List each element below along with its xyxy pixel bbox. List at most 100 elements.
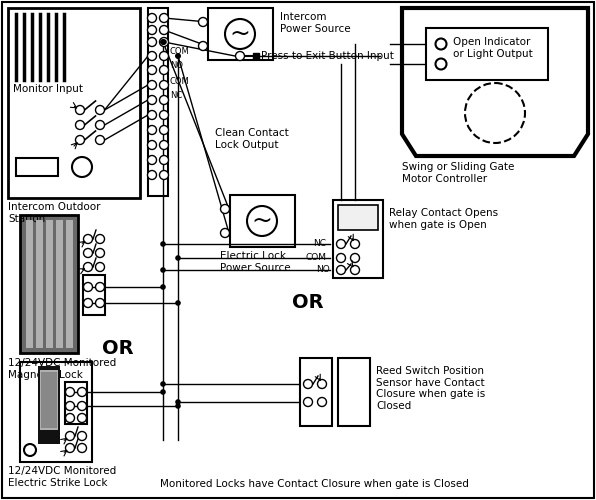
Circle shape [160, 14, 169, 22]
Circle shape [235, 52, 244, 60]
Bar [46, 220, 53, 348]
Circle shape [95, 234, 104, 244]
Circle shape [303, 380, 312, 388]
Text: NO: NO [170, 62, 183, 70]
Bar [8, 8, 140, 198]
Bar [338, 358, 370, 426]
Circle shape [147, 140, 157, 149]
Text: OR: OR [292, 292, 324, 312]
Circle shape [66, 414, 74, 422]
Circle shape [175, 399, 181, 405]
Circle shape [225, 19, 255, 49]
Circle shape [147, 66, 157, 74]
Circle shape [147, 170, 157, 179]
Circle shape [95, 120, 104, 130]
Circle shape [337, 266, 346, 274]
Circle shape [175, 300, 181, 306]
Bar [16, 158, 58, 176]
Text: 12/24VDC Monitored
Magnetic Lock: 12/24VDC Monitored Magnetic Lock [8, 358, 116, 380]
Bar [300, 358, 332, 426]
Circle shape [95, 248, 104, 258]
Circle shape [160, 110, 169, 120]
Text: ~: ~ [229, 22, 250, 46]
Circle shape [95, 136, 104, 144]
Circle shape [72, 157, 92, 177]
Circle shape [350, 254, 359, 262]
Text: OR: OR [102, 338, 134, 357]
Circle shape [147, 126, 157, 134]
Circle shape [77, 432, 86, 440]
Text: Reed Switch Position
Sensor have Contact
Closure when gate is
Closed: Reed Switch Position Sensor have Contact… [376, 366, 485, 411]
Circle shape [160, 389, 166, 395]
Bar [56, 220, 63, 348]
Circle shape [95, 298, 104, 308]
Circle shape [95, 262, 104, 272]
Circle shape [350, 266, 359, 274]
Text: Open Indicator
or Light Output: Open Indicator or Light Output [453, 37, 533, 58]
Circle shape [160, 170, 169, 179]
Circle shape [66, 402, 74, 410]
Circle shape [160, 284, 166, 290]
Bar [338, 205, 378, 230]
Circle shape [337, 254, 346, 262]
Circle shape [175, 53, 181, 59]
Bar [41, 372, 57, 428]
Circle shape [160, 241, 166, 247]
Bar [38, 366, 60, 444]
Text: Press to Exit Button Input: Press to Exit Button Input [261, 51, 394, 61]
Text: Electric Lock
Power Source: Electric Lock Power Source [220, 251, 291, 272]
Circle shape [337, 240, 346, 248]
Circle shape [160, 66, 169, 74]
Bar [20, 215, 78, 353]
Text: Relay Contact Opens
when gate is Open: Relay Contact Opens when gate is Open [389, 208, 498, 230]
Text: Intercom
Power Source: Intercom Power Source [280, 12, 350, 34]
Circle shape [83, 298, 92, 308]
Circle shape [160, 26, 169, 35]
Bar [333, 200, 383, 278]
Circle shape [66, 432, 74, 440]
Bar [426, 28, 548, 80]
Text: ~: ~ [252, 209, 272, 233]
Circle shape [160, 80, 169, 90]
Text: Monitored Locks have Contact Closure when gate is Closed: Monitored Locks have Contact Closure whe… [160, 479, 469, 489]
Bar [40, 370, 58, 430]
Circle shape [83, 234, 92, 244]
Circle shape [175, 255, 181, 261]
Circle shape [175, 53, 181, 59]
Circle shape [76, 120, 85, 130]
Circle shape [465, 83, 525, 143]
Circle shape [160, 267, 166, 273]
Circle shape [77, 402, 86, 410]
Bar [208, 8, 273, 60]
Text: COM: COM [170, 48, 190, 56]
Circle shape [198, 42, 207, 50]
Circle shape [160, 126, 169, 134]
Circle shape [318, 380, 327, 388]
Circle shape [221, 204, 229, 214]
Circle shape [247, 206, 277, 236]
Circle shape [161, 39, 167, 45]
Circle shape [253, 53, 259, 59]
Text: Intercom Outdoor
Station: Intercom Outdoor Station [8, 202, 101, 224]
Circle shape [318, 398, 327, 406]
Text: Clean Contact
Lock Output: Clean Contact Lock Output [215, 128, 288, 150]
Circle shape [147, 80, 157, 90]
Circle shape [77, 414, 86, 422]
Circle shape [147, 38, 157, 46]
Circle shape [436, 58, 446, 70]
Circle shape [160, 39, 166, 45]
Circle shape [160, 52, 169, 60]
Circle shape [147, 156, 157, 164]
Circle shape [221, 228, 229, 237]
Bar [36, 220, 43, 348]
Text: 12/24VDC Monitored
Electric Strike Lock: 12/24VDC Monitored Electric Strike Lock [8, 466, 116, 487]
Text: COM: COM [170, 76, 190, 86]
Bar [66, 220, 73, 348]
Text: COM: COM [306, 254, 327, 262]
Circle shape [66, 388, 74, 396]
Circle shape [76, 106, 85, 114]
Text: NO: NO [316, 266, 330, 274]
Circle shape [303, 398, 312, 406]
Circle shape [160, 39, 166, 45]
Bar [65, 382, 87, 424]
